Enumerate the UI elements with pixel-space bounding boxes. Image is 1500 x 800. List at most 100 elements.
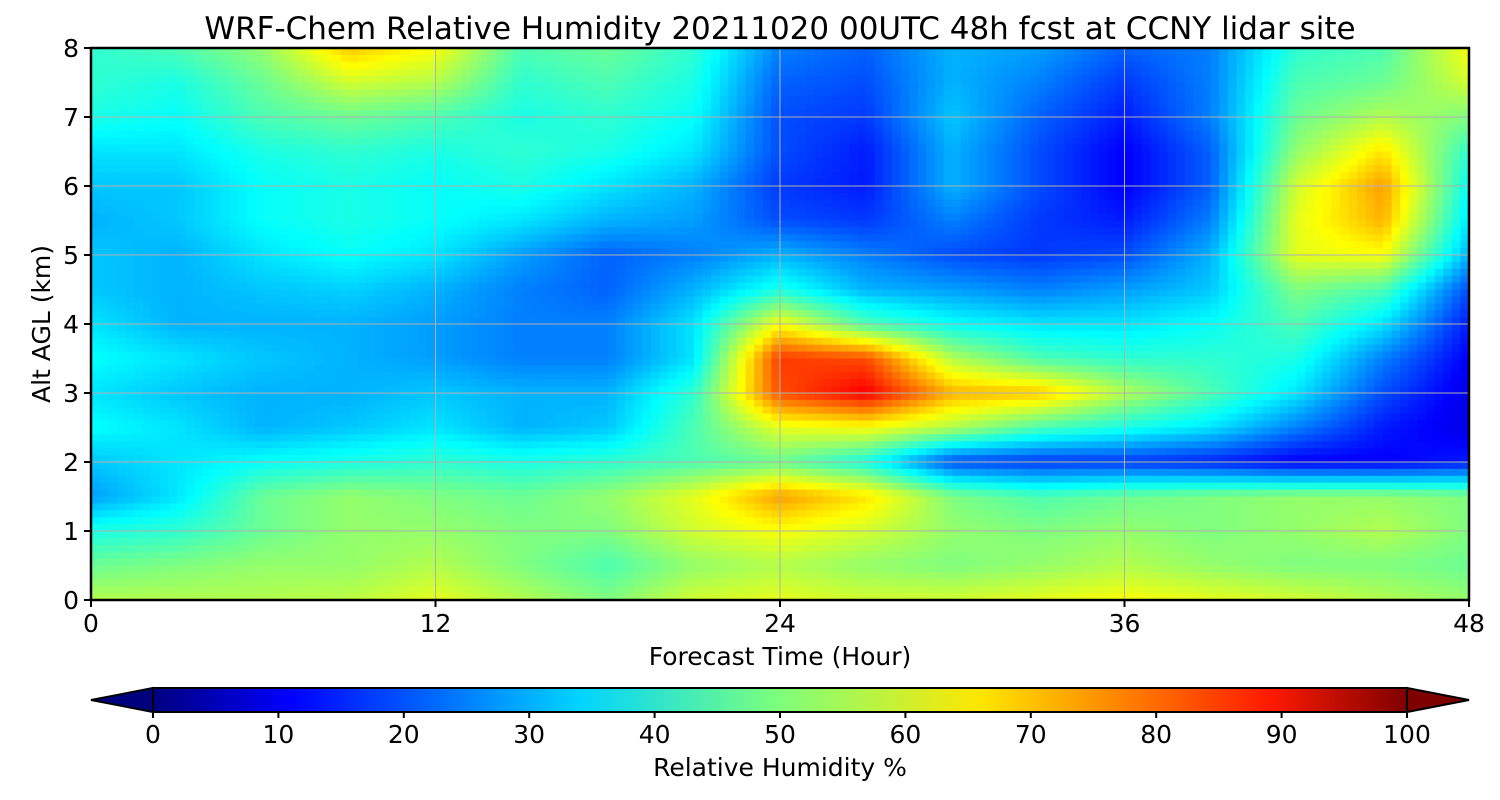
heat-cell: [1184, 96, 1194, 104]
heat-cell: [1443, 227, 1453, 235]
heat-cell: [314, 234, 325, 242]
heat-cell: [874, 179, 884, 187]
heat-cell: [745, 199, 755, 208]
heat-cell: [814, 179, 824, 187]
heat-cell: [538, 103, 549, 111]
heat-cell: [1374, 186, 1384, 194]
heat-cell: [409, 158, 419, 166]
heat-cell: [556, 220, 566, 228]
heat-cell: [745, 110, 755, 118]
heat-cell: [599, 68, 609, 77]
heat-cell: [1115, 234, 1126, 242]
heat-cell: [134, 241, 144, 249]
heat-cell: [1141, 186, 1151, 194]
heat-cell: [1408, 165, 1418, 173]
heat-cell: [349, 117, 359, 125]
heat-cell: [1434, 158, 1444, 166]
heat-cell: [332, 248, 342, 256]
heat-cell: [1193, 234, 1203, 242]
heat-cell: [280, 186, 290, 194]
heat-cell: [1296, 68, 1306, 77]
heat-cell: [754, 54, 764, 63]
heat-cell: [211, 241, 221, 249]
heat-cell: [211, 199, 221, 208]
heat-cell: [1167, 220, 1177, 228]
heat-cell: [1176, 144, 1186, 153]
heat-cell: [728, 227, 738, 235]
heat-cell: [1090, 186, 1100, 194]
heat-cell: [1400, 137, 1410, 146]
heat-cell: [1021, 234, 1031, 242]
heat-cell: [711, 110, 721, 118]
heat-cell: [435, 117, 445, 125]
heat-cell: [108, 89, 118, 97]
heat-cell: [306, 186, 316, 194]
heat-cell: [736, 220, 747, 228]
heat-cell: [151, 241, 161, 249]
heat-cell: [693, 227, 704, 235]
heat-cell: [556, 172, 566, 180]
heat-cell: [513, 186, 523, 194]
heat-cell: [1064, 179, 1074, 187]
heat-cell: [702, 151, 712, 159]
heat-cell: [495, 206, 505, 215]
heat-cell: [513, 165, 523, 173]
heat-cell: [1331, 192, 1341, 201]
heat-cell: [237, 61, 247, 70]
heat-cell: [340, 144, 350, 153]
heat-cell: [1124, 61, 1134, 70]
heat-cell: [564, 248, 574, 256]
heat-cell: [487, 123, 497, 132]
heat-cell: [642, 123, 652, 132]
heat-cell: [969, 165, 979, 173]
heat-cell: [1357, 82, 1367, 90]
heat-cell: [375, 130, 385, 139]
heat-cell: [487, 206, 497, 215]
heat-cell: [1270, 213, 1281, 222]
heat-cell: [1331, 165, 1341, 173]
heat-cell: [917, 165, 928, 173]
heat-cell: [271, 117, 282, 125]
heat-cell: [1003, 241, 1014, 249]
heat-cell: [220, 137, 230, 146]
heat-cell: [771, 192, 781, 201]
heat-cell: [409, 248, 419, 256]
heat-cell: [900, 234, 910, 242]
heat-cell: [504, 123, 514, 132]
heat-cell: [1090, 165, 1100, 173]
heat-cell: [728, 234, 738, 242]
heat-cell: [1124, 179, 1134, 187]
heat-cell: [883, 137, 893, 146]
heat-cell: [986, 144, 996, 153]
heat-cell: [220, 186, 230, 194]
heat-cell: [857, 227, 867, 235]
heat-cell: [1072, 241, 1083, 249]
heat-cell: [581, 61, 592, 70]
heat-cell: [202, 75, 213, 84]
heat-cell: [1158, 54, 1169, 63]
heat-cell: [323, 199, 333, 208]
heat-cell: [323, 186, 333, 194]
heat-cell: [134, 192, 144, 201]
heat-cell: [185, 75, 195, 84]
heat-cell: [108, 82, 118, 90]
heat-cell: [1365, 158, 1375, 166]
heat-cell: [814, 151, 824, 159]
heat-cell: [728, 241, 738, 249]
heat-cell: [1098, 117, 1108, 125]
heat-cell: [1236, 234, 1246, 242]
heat-cell: [1270, 220, 1281, 228]
heat-cell: [383, 48, 394, 56]
heat-cell: [1150, 220, 1160, 228]
heat-cell: [1193, 54, 1203, 63]
heat-cell: [263, 89, 273, 97]
heat-cell: [271, 48, 282, 56]
heat-cell: [917, 151, 928, 159]
heat-cell: [693, 220, 704, 228]
heat-cell: [263, 110, 273, 118]
heat-cell: [426, 227, 437, 235]
heat-cell: [831, 227, 841, 235]
heat-cell: [1219, 89, 1229, 97]
heat-cell: [1348, 220, 1358, 228]
heat-cell: [624, 89, 635, 97]
